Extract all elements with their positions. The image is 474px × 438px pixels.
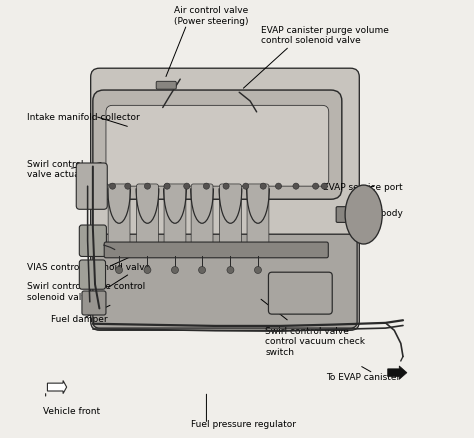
Circle shape bbox=[260, 184, 266, 190]
Text: VIAS control solenoid valve: VIAS control solenoid valve bbox=[27, 263, 151, 272]
FancyBboxPatch shape bbox=[93, 235, 357, 328]
Circle shape bbox=[109, 184, 116, 190]
FancyBboxPatch shape bbox=[219, 184, 241, 252]
FancyBboxPatch shape bbox=[336, 207, 364, 223]
FancyBboxPatch shape bbox=[247, 184, 269, 252]
FancyBboxPatch shape bbox=[108, 184, 130, 252]
FancyBboxPatch shape bbox=[156, 82, 176, 90]
Circle shape bbox=[293, 184, 299, 190]
FancyBboxPatch shape bbox=[191, 184, 213, 252]
Circle shape bbox=[275, 184, 282, 190]
Circle shape bbox=[145, 184, 151, 190]
Text: EVAP service port: EVAP service port bbox=[323, 182, 403, 191]
Text: Intake manifold collector: Intake manifold collector bbox=[27, 113, 140, 121]
Text: Air control valve
(Power steering): Air control valve (Power steering) bbox=[173, 6, 248, 25]
FancyBboxPatch shape bbox=[104, 243, 328, 258]
Circle shape bbox=[203, 184, 210, 190]
Circle shape bbox=[164, 184, 170, 190]
Circle shape bbox=[199, 267, 206, 274]
FancyBboxPatch shape bbox=[106, 106, 329, 187]
Text: Throttle body: Throttle body bbox=[342, 208, 403, 217]
Ellipse shape bbox=[345, 186, 382, 244]
Circle shape bbox=[116, 267, 123, 274]
Polygon shape bbox=[388, 366, 407, 379]
Circle shape bbox=[223, 184, 229, 190]
FancyBboxPatch shape bbox=[164, 184, 186, 252]
FancyBboxPatch shape bbox=[137, 184, 158, 252]
Circle shape bbox=[125, 184, 131, 190]
FancyBboxPatch shape bbox=[82, 291, 106, 315]
Polygon shape bbox=[47, 381, 67, 394]
Text: Vehicle front: Vehicle front bbox=[43, 406, 100, 415]
Circle shape bbox=[243, 184, 249, 190]
Text: To EVAP canister: To EVAP canister bbox=[327, 372, 401, 381]
Text: Swirl control
valve actuator: Swirl control valve actuator bbox=[27, 159, 93, 179]
Circle shape bbox=[227, 267, 234, 274]
FancyBboxPatch shape bbox=[79, 260, 106, 290]
Text: EVAP canister purge volume
control solenoid valve: EVAP canister purge volume control solen… bbox=[261, 26, 389, 45]
Text: Swirl control valve control
solenoid valve: Swirl control valve control solenoid val… bbox=[27, 282, 146, 301]
FancyBboxPatch shape bbox=[76, 164, 107, 210]
Circle shape bbox=[255, 267, 262, 274]
FancyBboxPatch shape bbox=[93, 91, 342, 200]
Circle shape bbox=[184, 184, 190, 190]
Text: Fuel damper: Fuel damper bbox=[51, 314, 108, 323]
Circle shape bbox=[144, 267, 151, 274]
Circle shape bbox=[312, 184, 319, 190]
Circle shape bbox=[321, 184, 328, 190]
FancyBboxPatch shape bbox=[79, 226, 106, 257]
Text: Fuel pressure regulator: Fuel pressure regulator bbox=[191, 419, 296, 428]
FancyBboxPatch shape bbox=[268, 272, 332, 314]
Circle shape bbox=[172, 267, 179, 274]
FancyBboxPatch shape bbox=[91, 69, 359, 331]
Text: Swirl control valve
control vacuum check
switch: Swirl control valve control vacuum check… bbox=[265, 326, 365, 356]
